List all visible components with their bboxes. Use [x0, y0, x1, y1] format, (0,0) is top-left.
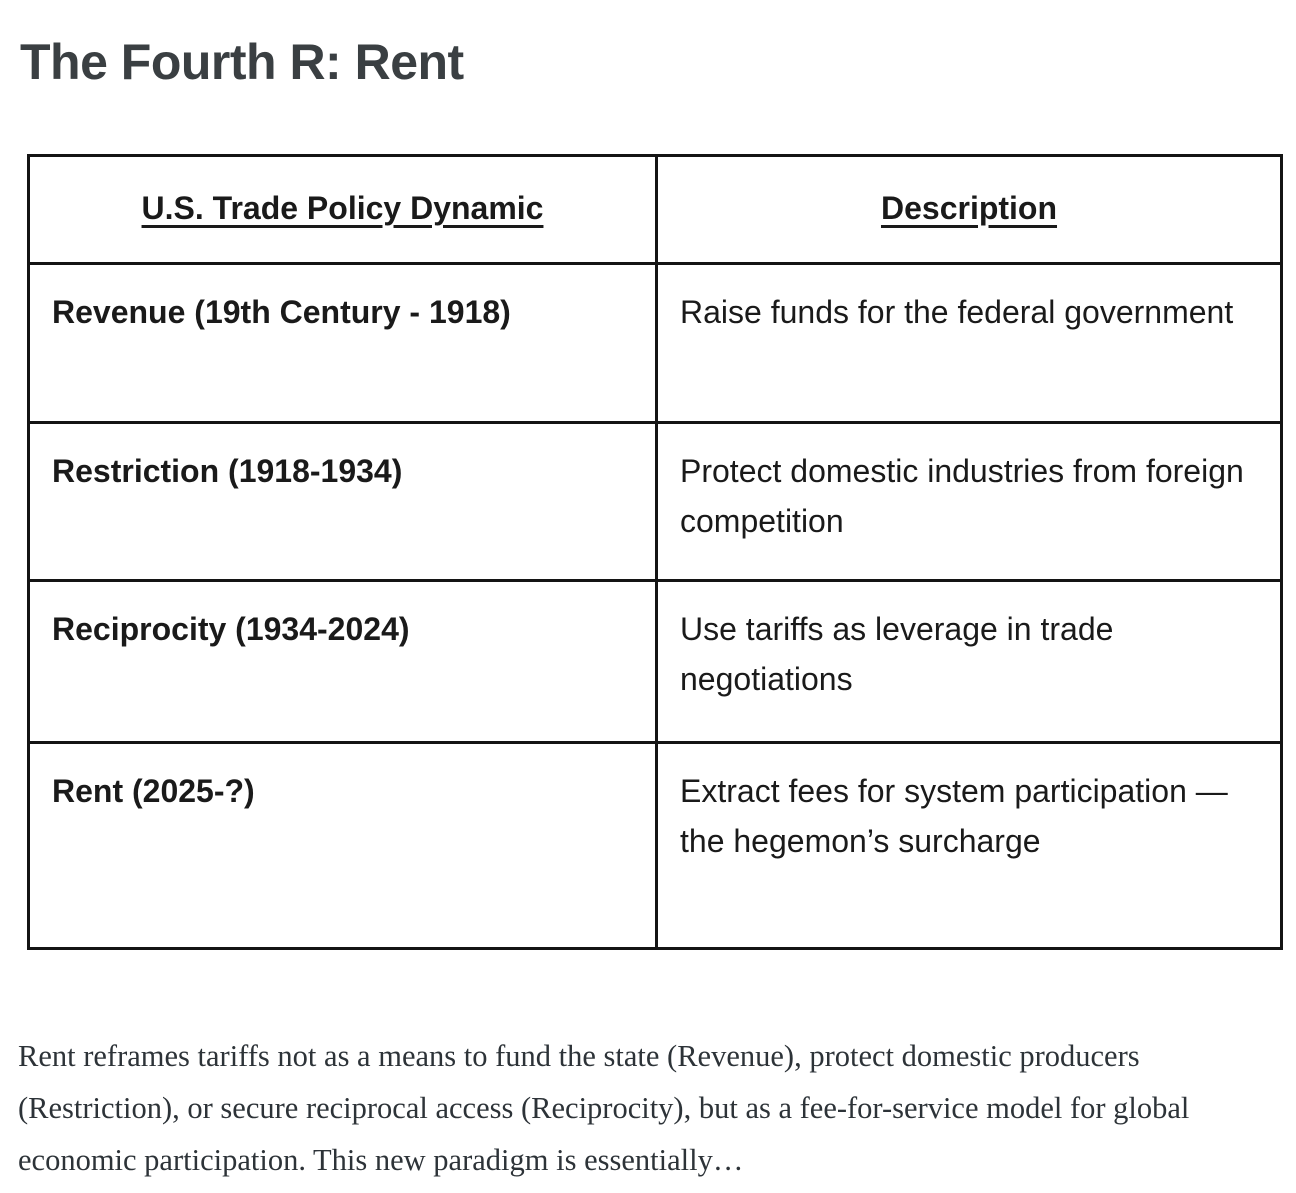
table-row: Rent (2025-?) Extract fees for system pa… — [27, 741, 1283, 950]
cell-dynamic-reciprocity: Reciprocity (1934-2024) — [27, 579, 658, 744]
page-title: The Fourth R: Rent — [20, 34, 464, 90]
cell-description-revenue: Raise funds for the federal government — [655, 262, 1283, 424]
table-row: Restriction (1918-1934) Protect domestic… — [27, 421, 1283, 582]
cell-dynamic-restriction: Restriction (1918-1934) — [27, 421, 658, 582]
table-header-row: U.S. Trade Policy Dynamic Description — [27, 154, 1283, 265]
cell-description-restriction: Protect domestic industries from foreign… — [655, 421, 1283, 582]
cell-dynamic-revenue: Revenue (19th Century - 1918) — [27, 262, 658, 424]
column-header-dynamic: U.S. Trade Policy Dynamic — [27, 154, 658, 265]
column-header-description: Description — [655, 154, 1283, 265]
cell-description-rent: Extract fees for system participation — … — [655, 741, 1283, 950]
table-row: Reciprocity (1934-2024) Use tariffs as l… — [27, 579, 1283, 744]
table-row: Revenue (19th Century - 1918) Raise fund… — [27, 262, 1283, 424]
body-paragraph: Rent reframes tariffs not as a means to … — [18, 1039, 1190, 1177]
cell-dynamic-rent: Rent (2025-?) — [27, 741, 658, 950]
trade-policy-table: U.S. Trade Policy Dynamic Description Re… — [27, 154, 1283, 950]
cell-description-reciprocity: Use tariffs as leverage in trade negotia… — [655, 579, 1283, 744]
